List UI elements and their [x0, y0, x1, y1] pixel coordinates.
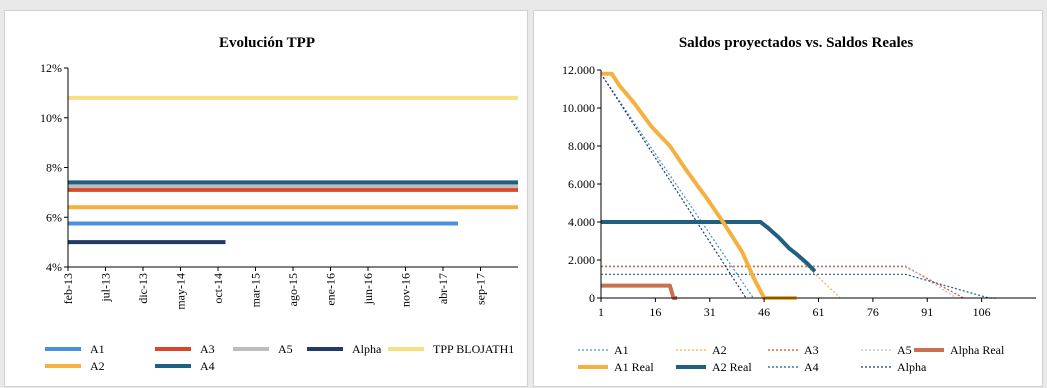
- legend-label-a1: A1: [614, 343, 629, 357]
- y-tick-label: 4%: [46, 260, 62, 274]
- y-tick-label: 6.000: [568, 177, 595, 191]
- x-tick-label: dic-13: [136, 273, 150, 304]
- chart-title: Saldos proyectados vs. Saldos Reales: [679, 35, 914, 51]
- legend-label-a5: A5: [897, 343, 912, 357]
- x-tick-label: 106: [973, 305, 991, 319]
- series-line-alpha-real: [601, 283, 678, 300]
- chart-panel-saldos: Saldos proyectados vs. Saldos Reales 0 2.…: [533, 10, 1043, 387]
- legend-label-a5: A5: [278, 342, 293, 356]
- x-tick-label: oct-14: [211, 273, 225, 304]
- chart-evolucion-tpp: Evolución TPP 4% 6% 8% 10% 12% feb-13 jul-13 di…: [40, 35, 518, 373]
- x-tick-label: mar-15: [249, 273, 263, 307]
- series-line-a3: [601, 266, 964, 299]
- x-tick-label: nov-16: [399, 273, 413, 307]
- y-tick-label: 10.000: [562, 101, 595, 115]
- y-tick-label: 10%: [40, 111, 62, 125]
- legend-label-a1: A1: [90, 342, 105, 356]
- series-line-a2-real: [601, 220, 817, 273]
- y-tick-label: 0: [589, 291, 595, 305]
- legend-label-a3: A3: [200, 342, 215, 356]
- series-line-a1-real: [601, 71, 797, 300]
- x-tick-label: ene-16: [324, 273, 338, 306]
- legend-label-a4: A4: [200, 359, 215, 373]
- chart-saldos: Saldos proyectados vs. Saldos Reales 0 2.…: [562, 35, 1036, 374]
- y-tick-label: 6%: [46, 210, 62, 224]
- legend-label-alpha-real: Alpha Real: [950, 343, 1005, 357]
- x-tick-label: may-14: [174, 273, 188, 310]
- x-tick-label: 1: [598, 305, 604, 319]
- x-tick-label: sep-17: [474, 273, 488, 305]
- x-tick-label: 76: [867, 305, 879, 319]
- legend-label-tpp-blojath1: TPP BLOJATH1: [433, 342, 514, 356]
- x-tick-label: 46: [758, 305, 770, 319]
- legend-label-alpha: Alpha: [352, 342, 382, 356]
- y-tick-label: 12%: [40, 61, 62, 75]
- x-tick-label: 91: [921, 305, 933, 319]
- legend-label-a2: A2: [712, 343, 727, 357]
- x-tick-label: 16: [649, 305, 661, 319]
- y-tick-label: 2.000: [568, 253, 595, 267]
- legend-label-a1-real: A1 Real: [614, 360, 654, 374]
- y-tick-label: 4.000: [568, 215, 595, 229]
- series-line-a5: [601, 265, 957, 299]
- y-tick-label: 12.000: [562, 63, 595, 77]
- chart-panel-evolucion-tpp: Evolución TPP 4% 6% 8% 10% 12% feb-13 jul-13 di…: [4, 10, 528, 387]
- x-tick-label: jul-13: [99, 273, 113, 303]
- x-tick-label: 31: [704, 305, 716, 319]
- x-tick-label: abr-17: [436, 273, 450, 304]
- y-tick-label: 8%: [46, 161, 62, 175]
- legend-label-a2-real: A2 Real: [712, 360, 752, 374]
- legend-label-a2: A2: [90, 359, 105, 373]
- chart-title: Evolución TPP: [219, 35, 315, 51]
- x-tick-label: 61: [813, 305, 825, 319]
- legend-label-alpha: Alpha: [897, 360, 927, 374]
- y-tick-label: 8.000: [568, 139, 595, 153]
- legend-label-a3: A3: [804, 343, 819, 357]
- x-tick-label: feb-13: [61, 273, 75, 304]
- x-tick-label: jun-16: [361, 273, 375, 305]
- legend-label-a4: A4: [804, 360, 819, 374]
- series-line-alpha: [600, 73, 747, 299]
- series-line-a1: [600, 73, 754, 299]
- x-tick-label: ago-15: [286, 273, 300, 306]
